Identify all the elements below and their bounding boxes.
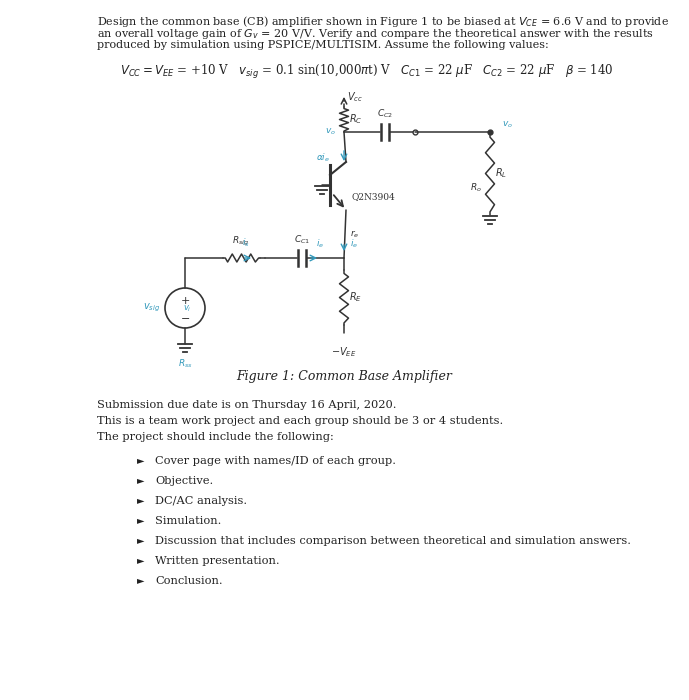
- Text: ►: ►: [137, 576, 145, 585]
- Text: $R_E$: $R_E$: [349, 290, 362, 304]
- Text: Simulation.: Simulation.: [155, 516, 221, 526]
- Text: $R_L$: $R_L$: [495, 166, 507, 180]
- Text: $C_{C1}$: $C_{C1}$: [294, 234, 310, 246]
- Text: $C_{C2}$: $C_{C2}$: [377, 108, 393, 120]
- Text: Submission due date is on Thursday 16 April, 2020.: Submission due date is on Thursday 16 Ap…: [97, 400, 396, 410]
- Text: $R_{sig}$: $R_{sig}$: [232, 235, 249, 248]
- Text: an overall voltage gain of $G_v$ = 20 V/V. Verify and compare the theoretical an: an overall voltage gain of $G_v$ = 20 V/…: [97, 27, 654, 41]
- Text: Design the common base (CB) amplifier shown in Figure 1 to be biased at $V_{CE}$: Design the common base (CB) amplifier sh…: [97, 14, 669, 29]
- Text: $R_C$: $R_C$: [349, 112, 362, 126]
- Text: $v_o$: $v_o$: [502, 120, 513, 130]
- Text: ►: ►: [137, 536, 145, 545]
- Text: $r_e$: $r_e$: [350, 228, 360, 239]
- Text: DC/AC analysis.: DC/AC analysis.: [155, 496, 247, 506]
- Text: $i_s$: $i_s$: [243, 237, 250, 249]
- Text: $v_i$: $v_i$: [183, 304, 192, 314]
- Text: Conclusion.: Conclusion.: [155, 576, 223, 586]
- Text: ►: ►: [137, 496, 145, 505]
- Text: The project should include the following:: The project should include the following…: [97, 432, 333, 442]
- Text: ►: ►: [137, 516, 145, 525]
- Text: ►: ►: [137, 456, 145, 465]
- Text: $-$: $-$: [180, 312, 190, 322]
- Text: +: +: [181, 296, 189, 306]
- Text: $R_o$: $R_o$: [470, 182, 482, 194]
- Text: $i_e$: $i_e$: [350, 237, 358, 250]
- Text: Cover page with names/ID of each group.: Cover page with names/ID of each group.: [155, 456, 396, 466]
- Text: Figure 1: Common Base Amplifier: Figure 1: Common Base Amplifier: [236, 370, 452, 383]
- Text: $-V_{EE}$: $-V_{EE}$: [331, 345, 357, 359]
- Text: $v_{sig}$: $v_{sig}$: [143, 302, 160, 314]
- Text: $V_{CC} = V_{EE}$ = +10 V   $v_{sig}$ = 0.1 sin(10,000$\pi$t) V   $C_{C1}$ = 22 : $V_{CC} = V_{EE}$ = +10 V $v_{sig}$ = 0.…: [120, 64, 613, 81]
- Text: Objective.: Objective.: [155, 476, 214, 486]
- Text: Q2N3904: Q2N3904: [352, 193, 395, 202]
- Text: Discussion that includes comparison between theoretical and simulation answers.: Discussion that includes comparison betw…: [155, 536, 631, 546]
- Text: $V_{cc}$: $V_{cc}$: [347, 90, 363, 104]
- Text: $\alpha i_e$: $\alpha i_e$: [316, 152, 330, 164]
- Text: This is a team work project and each group should be 3 or 4 students.: This is a team work project and each gro…: [97, 416, 503, 426]
- Text: $i_e$: $i_e$: [316, 237, 324, 250]
- Text: $R_{ss}$: $R_{ss}$: [178, 358, 192, 370]
- Text: ►: ►: [137, 476, 145, 485]
- Text: Written presentation.: Written presentation.: [155, 556, 280, 566]
- Text: $v_o$: $v_o$: [325, 127, 336, 137]
- Text: produced by simulation using PSPICE/MULTISIM. Assume the following values:: produced by simulation using PSPICE/MULT…: [97, 40, 548, 50]
- Text: ►: ►: [137, 556, 145, 565]
